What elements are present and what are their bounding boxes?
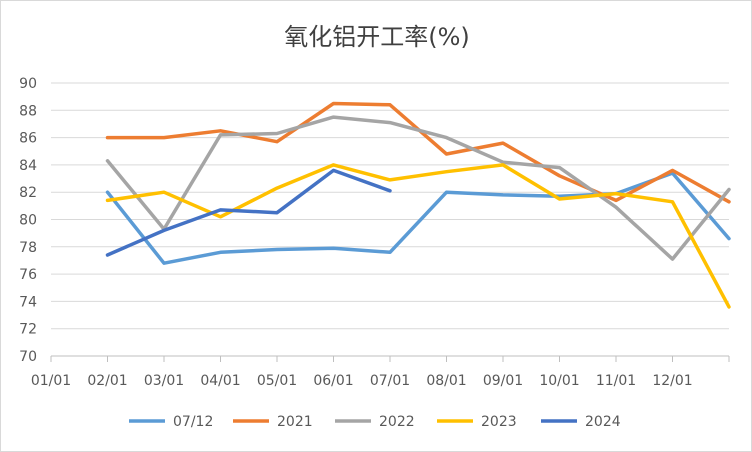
y-tick-label: 82 xyxy=(19,185,37,201)
x-tick-label: 03/01 xyxy=(144,373,184,389)
x-tick-label: 10/01 xyxy=(539,373,579,389)
y-tick-label: 74 xyxy=(19,294,37,310)
y-tick-label: 88 xyxy=(19,103,37,119)
legend-label: 2022 xyxy=(379,414,415,430)
y-tick-label: 86 xyxy=(19,131,37,147)
series-line-2022 xyxy=(105,115,731,261)
chart-title: 氧化铝开工率(%) xyxy=(284,23,470,51)
legend-label: 2024 xyxy=(585,414,621,430)
series-line-07-12 xyxy=(105,171,731,265)
y-tick-label: 72 xyxy=(19,322,37,338)
x-tick-label: 02/01 xyxy=(87,373,127,389)
y-tick-label: 70 xyxy=(19,349,37,365)
x-tick-label: 04/01 xyxy=(200,373,240,389)
y-tick-label: 84 xyxy=(19,158,37,174)
x-tick-label: 07/01 xyxy=(370,373,410,389)
y-tick-label: 76 xyxy=(19,267,37,283)
x-tick-label: 09/01 xyxy=(483,373,523,389)
legend-label: 2023 xyxy=(481,414,517,430)
legend-label: 2021 xyxy=(277,414,313,430)
x-tick-label: 08/01 xyxy=(426,373,466,389)
legend-label: 07/12 xyxy=(173,414,213,430)
y-tick-label: 80 xyxy=(19,213,37,229)
series-line-2024 xyxy=(105,168,392,257)
x-tick-label: 11/01 xyxy=(596,373,636,389)
y-tick-label: 90 xyxy=(19,76,37,92)
x-tick-label: 05/01 xyxy=(257,373,297,389)
x-tick-label: 12/01 xyxy=(652,373,692,389)
x-tick-label: 01/01 xyxy=(31,373,71,389)
y-tick-label: 78 xyxy=(19,240,37,256)
x-tick-label: 06/01 xyxy=(313,373,353,389)
